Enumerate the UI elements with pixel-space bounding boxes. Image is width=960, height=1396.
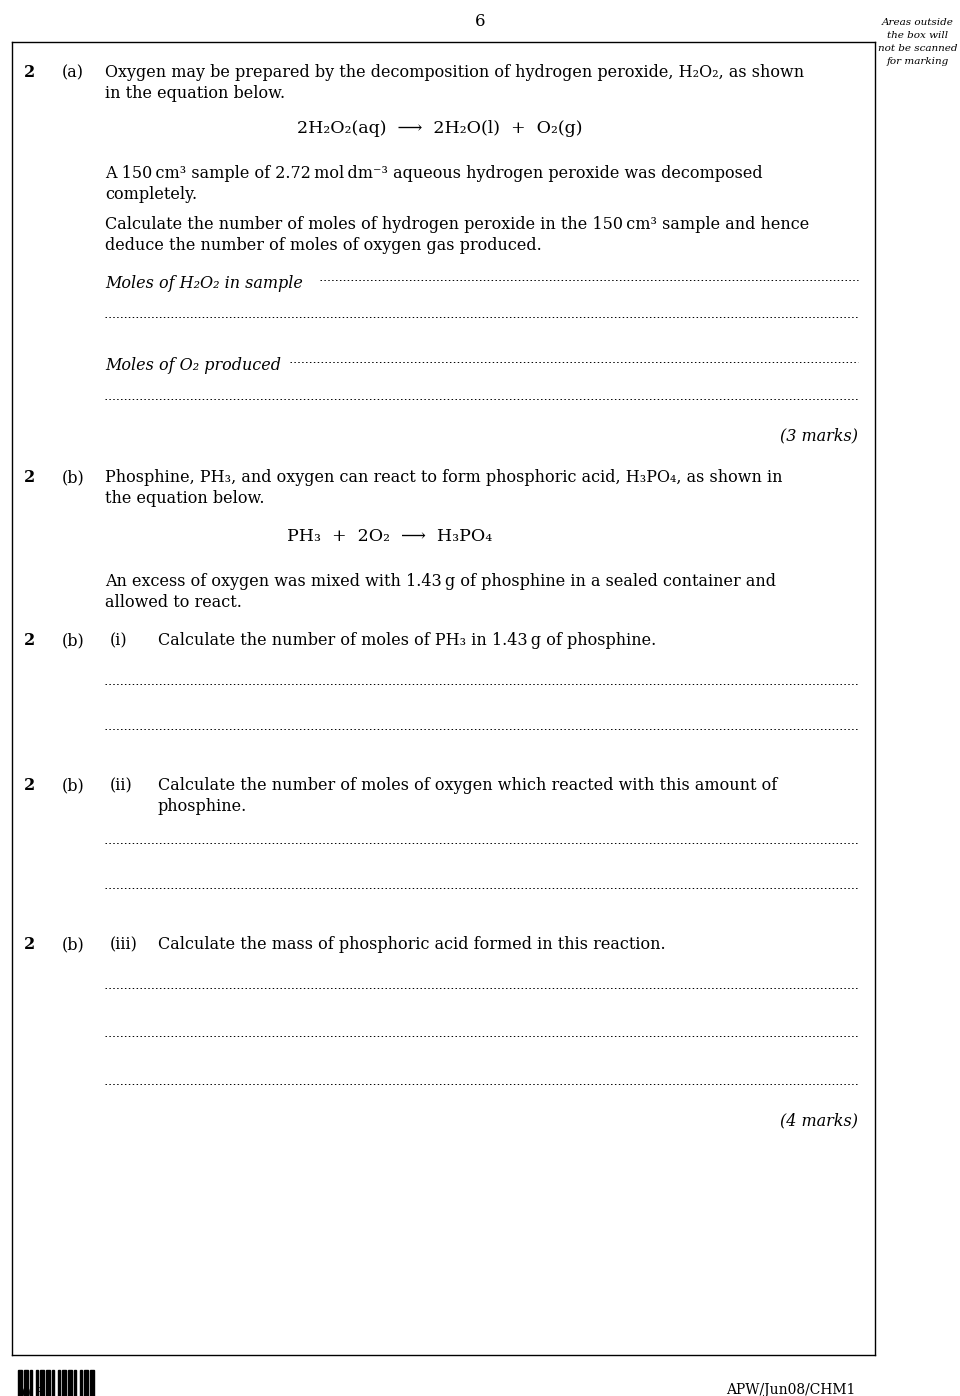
Text: 2H₂O₂(aq)  ⟶  2H₂O(l)  +  O₂(g): 2H₂O₂(aq) ⟶ 2H₂O(l) + O₂(g) bbox=[298, 120, 583, 137]
Text: (iii): (iii) bbox=[110, 935, 138, 953]
Bar bbox=[46, 1369, 50, 1396]
Text: (b): (b) bbox=[62, 632, 84, 649]
Text: Moles of O₂ produced: Moles of O₂ produced bbox=[105, 357, 281, 374]
Text: (b): (b) bbox=[62, 935, 84, 953]
Text: Moles of H₂O₂ in sample: Moles of H₂O₂ in sample bbox=[105, 275, 302, 292]
Text: 2: 2 bbox=[24, 469, 36, 486]
Text: Calculate the number of moles of oxygen which reacted with this amount of: Calculate the number of moles of oxygen … bbox=[158, 778, 778, 794]
Text: (a): (a) bbox=[62, 64, 84, 81]
Text: Calculate the number of moles of hydrogen peroxide in the 150 cm³ sample and hen: Calculate the number of moles of hydroge… bbox=[105, 216, 809, 233]
Bar bbox=[84, 1369, 88, 1396]
Text: allowed to react.: allowed to react. bbox=[105, 595, 242, 611]
Bar bbox=[30, 1369, 32, 1396]
Text: 2: 2 bbox=[24, 935, 36, 953]
Bar bbox=[74, 1369, 76, 1396]
Text: (3 marks): (3 marks) bbox=[780, 427, 858, 444]
Bar bbox=[18, 1369, 22, 1396]
Text: 0 6: 0 6 bbox=[22, 1388, 44, 1396]
Bar bbox=[24, 1369, 28, 1396]
Bar bbox=[90, 1369, 94, 1396]
Text: (ii): (ii) bbox=[110, 778, 132, 794]
Text: in the equation below.: in the equation below. bbox=[105, 85, 285, 102]
Text: Phosphine, PH₃, and oxygen can react to form phosphoric acid, H₃PO₄, as shown in: Phosphine, PH₃, and oxygen can react to … bbox=[105, 469, 782, 486]
Text: 2: 2 bbox=[24, 64, 36, 81]
Text: 2: 2 bbox=[24, 632, 36, 649]
Text: An excess of oxygen was mixed with 1.43 g of phosphine in a sealed container and: An excess of oxygen was mixed with 1.43 … bbox=[105, 572, 776, 591]
Text: the equation below.: the equation below. bbox=[105, 490, 265, 507]
Text: 6: 6 bbox=[475, 14, 485, 31]
Bar bbox=[68, 1369, 72, 1396]
Text: Calculate the mass of phosphoric acid formed in this reaction.: Calculate the mass of phosphoric acid fo… bbox=[158, 935, 665, 953]
Text: the box will: the box will bbox=[887, 31, 948, 40]
Bar bbox=[80, 1369, 82, 1396]
Text: (b): (b) bbox=[62, 778, 84, 794]
Text: completely.: completely. bbox=[105, 186, 197, 202]
Bar bbox=[62, 1369, 66, 1396]
Text: deduce the number of moles of oxygen gas produced.: deduce the number of moles of oxygen gas… bbox=[105, 237, 541, 254]
Text: A 150 cm³ sample of 2.72 mol dm⁻³ aqueous hydrogen peroxide was decomposed: A 150 cm³ sample of 2.72 mol dm⁻³ aqueou… bbox=[105, 165, 762, 181]
Text: 2: 2 bbox=[24, 778, 36, 794]
Text: Areas outside: Areas outside bbox=[882, 18, 954, 27]
Bar bbox=[52, 1369, 54, 1396]
Bar bbox=[40, 1369, 44, 1396]
Text: not be scanned: not be scanned bbox=[878, 45, 958, 53]
Text: APW/Jun08/CHM1: APW/Jun08/CHM1 bbox=[726, 1383, 855, 1396]
Bar bbox=[58, 1369, 60, 1396]
Text: (4 marks): (4 marks) bbox=[780, 1113, 858, 1129]
Text: PH₃  +  2O₂  ⟶  H₃PO₄: PH₃ + 2O₂ ⟶ H₃PO₄ bbox=[287, 528, 492, 544]
Text: (i): (i) bbox=[110, 632, 128, 649]
Bar bbox=[36, 1369, 38, 1396]
Text: (b): (b) bbox=[62, 469, 84, 486]
Text: Oxygen may be prepared by the decomposition of hydrogen peroxide, H₂O₂, as shown: Oxygen may be prepared by the decomposit… bbox=[105, 64, 804, 81]
Text: phosphine.: phosphine. bbox=[158, 799, 248, 815]
Text: for marking: for marking bbox=[887, 57, 949, 66]
Text: Calculate the number of moles of PH₃ in 1.43 g of phosphine.: Calculate the number of moles of PH₃ in … bbox=[158, 632, 657, 649]
